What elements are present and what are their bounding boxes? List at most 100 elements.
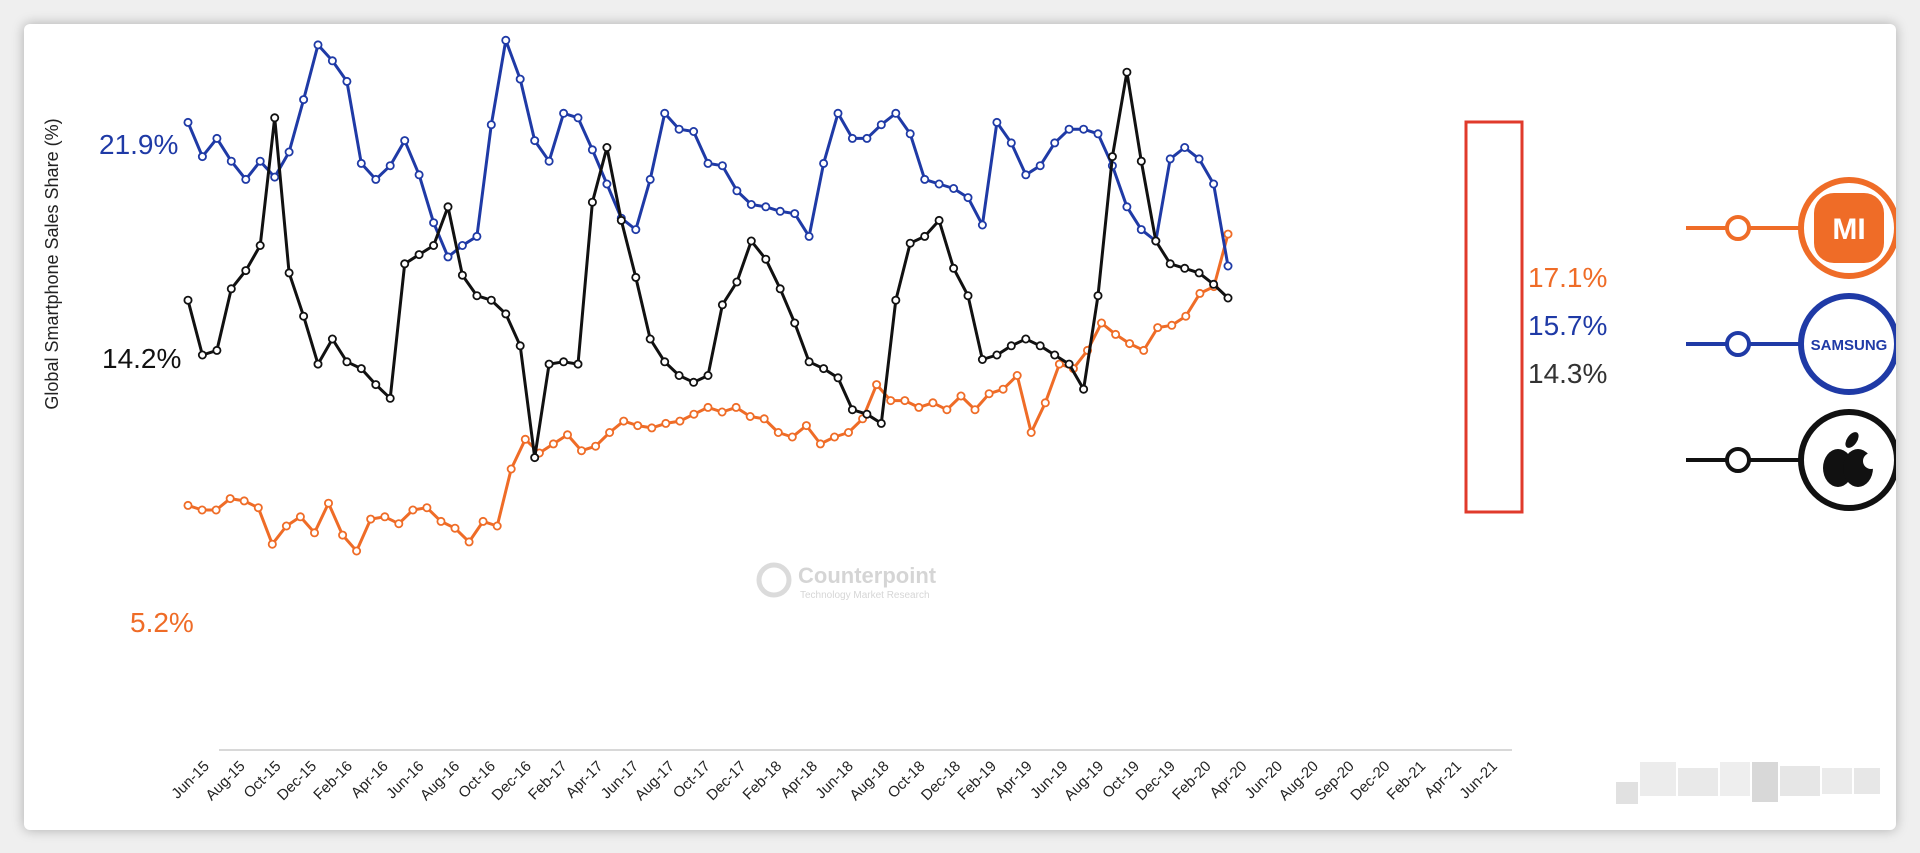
- point-apple-3: [226, 284, 236, 294]
- point-samsung-65: [1122, 202, 1132, 212]
- point-xiaomi-33: [647, 423, 657, 433]
- point-xiaomi-60: [1026, 427, 1036, 437]
- series-layer: [183, 35, 1233, 556]
- x-tick-label: Feb-18: [740, 758, 786, 804]
- point-samsung-5: [255, 156, 265, 166]
- point-apple-21: [486, 295, 496, 305]
- point-xiaomi-65: [1097, 318, 1107, 328]
- point-apple-50: [905, 238, 915, 248]
- point-apple-44: [819, 364, 829, 374]
- point-samsung-19: [457, 240, 467, 250]
- point-xiaomi-70: [1167, 320, 1177, 330]
- x-tick-label: Jun-21: [1456, 758, 1500, 802]
- point-apple-32: [645, 334, 655, 344]
- xiaomi-end-label: 17.1%: [1528, 262, 1607, 293]
- point-apple-37: [717, 300, 727, 310]
- point-xiaomi-32: [633, 421, 643, 431]
- point-xiaomi-31: [619, 416, 629, 426]
- point-samsung-3: [226, 156, 236, 166]
- xiaomi-logo-text: MI: [1832, 213, 1865, 246]
- point-samsung-9: [313, 40, 323, 50]
- point-samsung-50: [905, 129, 915, 139]
- point-xiaomi-26: [548, 439, 558, 449]
- point-xiaomi-51: [900, 396, 910, 406]
- x-tick-label: Feb-21: [1384, 758, 1430, 804]
- point-apple-13: [371, 380, 381, 390]
- point-apple-51: [920, 231, 930, 241]
- point-samsung-58: [1021, 170, 1031, 180]
- point-samsung-44: [819, 158, 829, 168]
- point-samsung-45: [833, 108, 843, 118]
- point-samsung-11: [342, 76, 352, 86]
- blurred-logo: [1616, 762, 1882, 804]
- point-apple-72: [1223, 293, 1233, 303]
- point-xiaomi-67: [1125, 339, 1135, 349]
- x-tick-label: Aug-16: [417, 758, 463, 804]
- point-samsung-36: [703, 158, 713, 168]
- x-axis-ticks: Jun-15Aug-15Oct-15Dec-15Feb-16Apr-16Jun-…: [168, 758, 1500, 804]
- point-xiaomi-47: [844, 427, 854, 437]
- watermark: Counterpoint Technology Market Research: [756, 562, 937, 601]
- x-tick-label: Dec-20: [1347, 758, 1393, 804]
- point-samsung-43: [804, 231, 814, 241]
- point-xiaomi-21: [478, 516, 488, 526]
- point-apple-60: [1050, 350, 1060, 360]
- point-samsung-55: [977, 220, 987, 230]
- point-xiaomi-28: [577, 446, 587, 456]
- point-apple-26: [559, 357, 569, 367]
- point-samsung-15: [400, 136, 410, 146]
- x-tick-label: Apr-16: [348, 758, 392, 802]
- point-samsung-21: [486, 120, 496, 130]
- point-apple-17: [429, 240, 439, 250]
- point-xiaomi-10: [323, 498, 333, 508]
- point-apple-0: [183, 295, 193, 305]
- point-samsung-25: [544, 156, 554, 166]
- point-xiaomi-49: [872, 380, 882, 390]
- point-samsung-16: [414, 170, 424, 180]
- point-apple-65: [1122, 67, 1132, 77]
- point-samsung-52: [934, 179, 944, 189]
- series-samsung: [183, 35, 1233, 271]
- point-apple-53: [949, 263, 959, 273]
- point-apple-15: [400, 259, 410, 269]
- point-samsung-0: [183, 117, 193, 127]
- point-xiaomi-8: [295, 512, 305, 522]
- watermark-tagline: Technology Market Research: [800, 590, 930, 601]
- point-xiaomi-46: [830, 432, 840, 442]
- point-apple-28: [587, 197, 597, 207]
- point-xiaomi-23: [506, 464, 516, 474]
- point-apple-6: [270, 113, 280, 123]
- point-apple-41: [775, 284, 785, 294]
- y-axis-title: Global Smartphone Sales Share (%): [42, 118, 62, 409]
- legend-marker-apple: [1725, 447, 1751, 473]
- point-xiaomi-22: [492, 521, 502, 531]
- point-xiaomi-2: [211, 505, 221, 515]
- watermark-brand: Counterpoint: [798, 563, 937, 588]
- point-samsung-35: [689, 127, 699, 137]
- point-apple-61: [1064, 359, 1074, 369]
- point-xiaomi-54: [942, 405, 952, 415]
- point-samsung-37: [717, 161, 727, 171]
- point-xiaomi-11: [338, 530, 348, 540]
- point-samsung-22: [501, 35, 511, 45]
- point-apple-31: [631, 272, 641, 282]
- point-samsung-51: [920, 174, 930, 184]
- point-apple-64: [1107, 152, 1117, 162]
- point-xiaomi-6: [267, 539, 277, 549]
- point-apple-11: [342, 357, 352, 367]
- point-apple-18: [443, 202, 453, 212]
- point-apple-69: [1180, 263, 1190, 273]
- point-samsung-41: [775, 206, 785, 216]
- point-samsung-39: [746, 199, 756, 209]
- point-samsung-6: [270, 172, 280, 182]
- point-xiaomi-24: [520, 434, 530, 444]
- point-samsung-47: [862, 133, 872, 143]
- point-apple-48: [876, 418, 886, 428]
- point-xiaomi-17: [422, 503, 432, 513]
- legend-item-xiaomi: MI: [1686, 177, 1896, 279]
- legend-marker-xiaomi: [1725, 215, 1751, 241]
- point-xiaomi-16: [408, 505, 418, 515]
- x-tick-label: Aug-18: [846, 758, 892, 804]
- point-samsung-27: [573, 113, 583, 123]
- point-apple-25: [544, 359, 554, 369]
